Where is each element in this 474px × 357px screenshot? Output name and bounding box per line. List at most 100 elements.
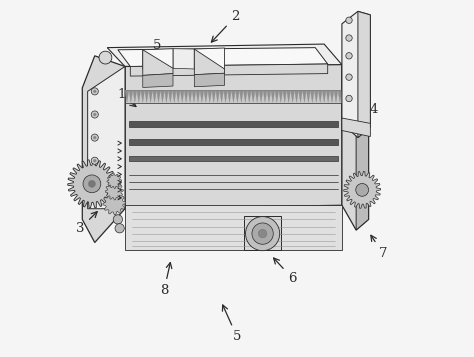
Circle shape — [93, 90, 96, 93]
Polygon shape — [107, 174, 122, 188]
Polygon shape — [342, 11, 370, 137]
Polygon shape — [283, 90, 287, 102]
Polygon shape — [129, 90, 133, 102]
Polygon shape — [318, 90, 322, 102]
Polygon shape — [208, 90, 212, 102]
Polygon shape — [271, 90, 275, 102]
Circle shape — [93, 113, 96, 116]
Polygon shape — [143, 49, 173, 69]
Polygon shape — [330, 90, 334, 102]
Polygon shape — [263, 90, 267, 102]
Polygon shape — [118, 47, 328, 66]
Polygon shape — [180, 90, 184, 102]
Polygon shape — [130, 64, 328, 76]
Polygon shape — [125, 65, 342, 209]
Polygon shape — [173, 90, 176, 102]
Polygon shape — [334, 90, 338, 102]
Polygon shape — [68, 160, 116, 208]
Circle shape — [356, 183, 369, 196]
Polygon shape — [356, 42, 369, 230]
Circle shape — [113, 215, 122, 224]
Text: 7: 7 — [371, 235, 387, 260]
Polygon shape — [338, 90, 342, 102]
Polygon shape — [259, 90, 263, 102]
Polygon shape — [310, 90, 314, 102]
Polygon shape — [204, 90, 208, 102]
Polygon shape — [224, 90, 228, 102]
Polygon shape — [231, 90, 236, 102]
Circle shape — [346, 95, 352, 102]
Polygon shape — [156, 90, 161, 102]
Polygon shape — [247, 90, 251, 102]
Polygon shape — [164, 90, 168, 102]
Polygon shape — [212, 90, 216, 102]
Polygon shape — [173, 49, 194, 69]
Text: 5: 5 — [222, 305, 241, 343]
Polygon shape — [255, 90, 259, 102]
Circle shape — [246, 217, 280, 251]
Polygon shape — [314, 90, 318, 102]
Polygon shape — [128, 139, 338, 145]
Polygon shape — [133, 90, 137, 102]
Polygon shape — [141, 90, 145, 102]
Polygon shape — [153, 90, 156, 102]
Polygon shape — [344, 171, 381, 208]
Polygon shape — [82, 56, 125, 242]
Circle shape — [346, 35, 352, 41]
Circle shape — [93, 136, 96, 139]
Polygon shape — [267, 90, 271, 102]
Polygon shape — [342, 42, 369, 230]
Polygon shape — [176, 90, 180, 102]
Circle shape — [91, 111, 98, 118]
Polygon shape — [194, 48, 225, 70]
Circle shape — [88, 180, 95, 187]
Polygon shape — [228, 90, 231, 102]
Polygon shape — [342, 118, 370, 136]
Text: 8: 8 — [160, 263, 172, 297]
Polygon shape — [239, 90, 243, 102]
Polygon shape — [236, 90, 239, 102]
Text: 1: 1 — [117, 89, 136, 106]
Polygon shape — [358, 11, 370, 137]
Polygon shape — [294, 90, 299, 102]
Polygon shape — [200, 90, 204, 102]
Circle shape — [358, 56, 365, 62]
Circle shape — [91, 157, 98, 164]
Circle shape — [83, 175, 101, 193]
Polygon shape — [125, 205, 342, 250]
Polygon shape — [194, 49, 225, 75]
Text: 6: 6 — [273, 258, 296, 285]
Polygon shape — [128, 156, 338, 161]
Polygon shape — [105, 182, 123, 200]
Circle shape — [346, 17, 352, 24]
Polygon shape — [251, 90, 255, 102]
Circle shape — [358, 102, 365, 109]
Circle shape — [93, 159, 96, 162]
Polygon shape — [194, 73, 225, 87]
Polygon shape — [149, 90, 153, 102]
Polygon shape — [103, 192, 126, 215]
Polygon shape — [168, 90, 173, 102]
Polygon shape — [188, 90, 192, 102]
Circle shape — [99, 51, 112, 64]
Circle shape — [252, 223, 273, 244]
Polygon shape — [125, 90, 129, 102]
Polygon shape — [137, 90, 141, 102]
Polygon shape — [291, 90, 294, 102]
Polygon shape — [192, 90, 196, 102]
Polygon shape — [322, 90, 326, 102]
Polygon shape — [184, 90, 188, 102]
Polygon shape — [161, 90, 164, 102]
Circle shape — [91, 88, 98, 95]
Polygon shape — [125, 90, 342, 103]
Polygon shape — [143, 50, 173, 75]
Circle shape — [346, 52, 352, 59]
Polygon shape — [216, 90, 219, 102]
Polygon shape — [196, 90, 200, 102]
Polygon shape — [299, 90, 302, 102]
Polygon shape — [128, 121, 338, 127]
Polygon shape — [143, 74, 173, 87]
Text: 2: 2 — [211, 10, 239, 42]
Circle shape — [358, 126, 365, 132]
Polygon shape — [88, 66, 125, 209]
